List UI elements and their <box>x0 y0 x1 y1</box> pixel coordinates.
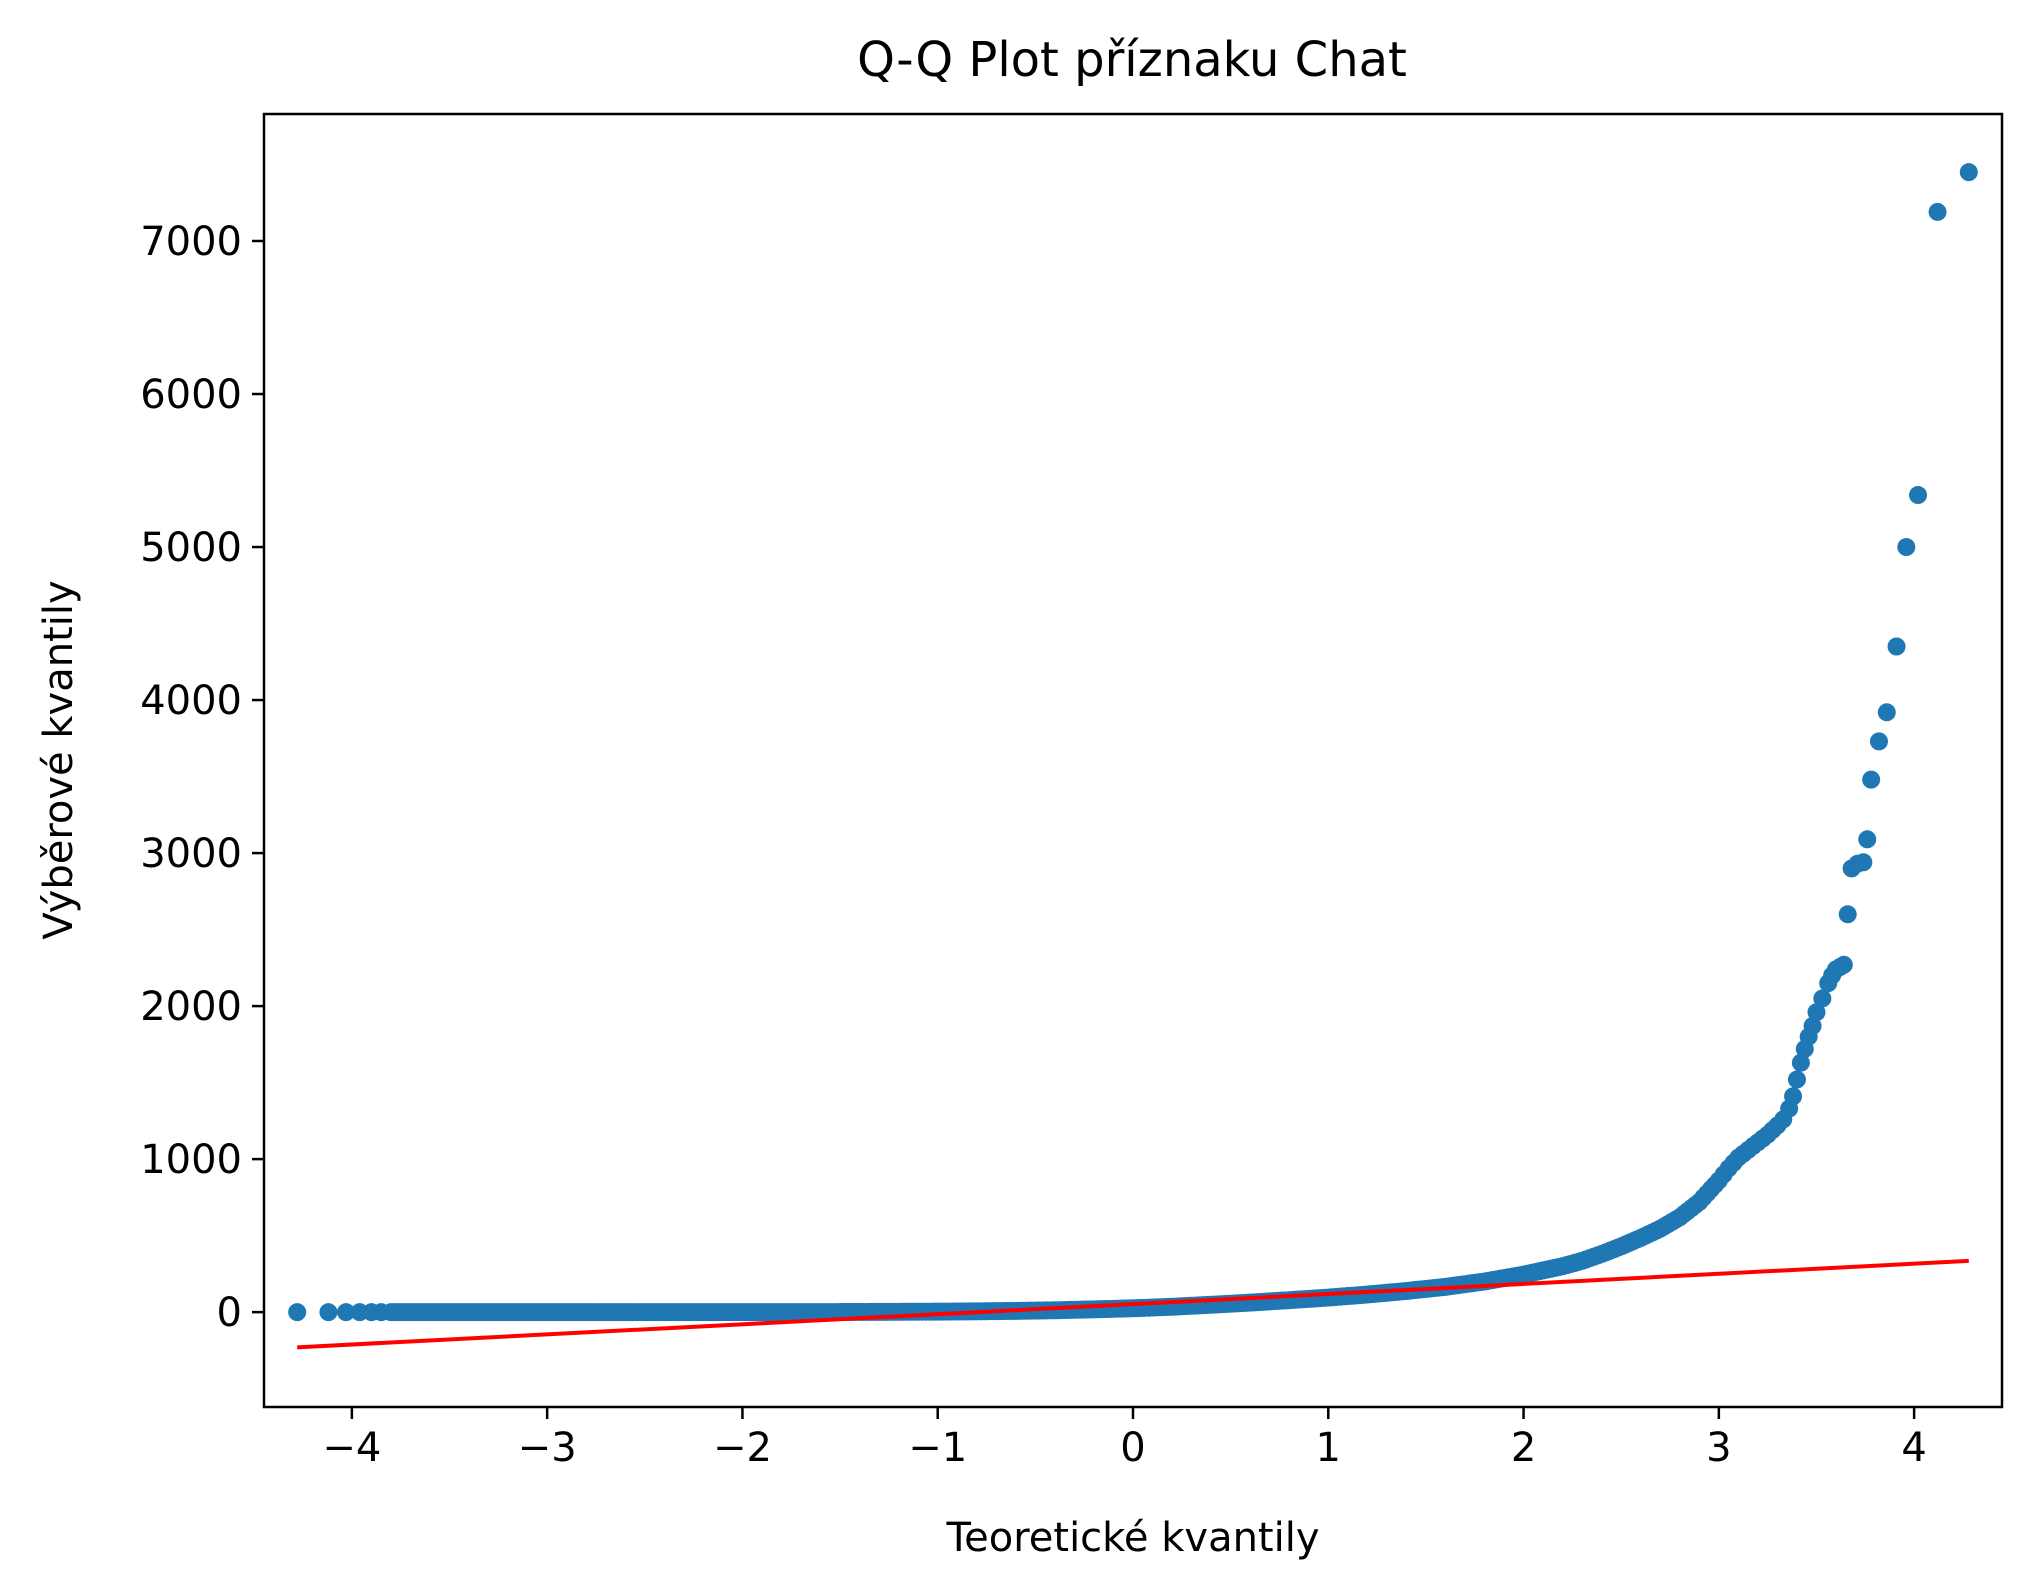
y-tick-label: 7000 <box>140 219 242 265</box>
data-point <box>1909 486 1928 505</box>
y-tick-label: 5000 <box>140 525 242 571</box>
data-point <box>319 1303 338 1322</box>
x-tick-label: 0 <box>1120 1425 1145 1471</box>
data-point <box>1807 1003 1826 1022</box>
data-point <box>1858 830 1877 849</box>
x-axis-ticks: −4 −3 −2 −1 0 1 2 3 4 <box>322 1407 1927 1471</box>
x-tick-label: −4 <box>322 1425 381 1471</box>
data-point <box>1862 770 1881 789</box>
y-axis-label: Výběrové kvantily <box>36 580 82 939</box>
x-tick-label: 1 <box>1316 1425 1341 1471</box>
data-point <box>1813 989 1832 1008</box>
x-tick-label: 3 <box>1706 1425 1731 1471</box>
data-point <box>1803 1016 1822 1035</box>
chart-title: Q-Q Plot příznaku Chat <box>857 32 1407 88</box>
data-point <box>1877 703 1896 722</box>
data-point <box>1887 637 1906 656</box>
data-point <box>1787 1070 1806 1089</box>
data-point <box>1834 955 1853 974</box>
x-tick-label: 2 <box>1511 1425 1536 1471</box>
y-tick-label: 1000 <box>140 1137 242 1183</box>
y-axis-ticks: 0 1000 2000 3000 4000 5000 6000 7000 <box>140 219 264 1336</box>
x-tick-label: −2 <box>713 1425 772 1471</box>
data-point <box>1784 1087 1803 1106</box>
y-tick-label: 0 <box>217 1290 242 1336</box>
y-tick-label: 6000 <box>140 372 242 418</box>
data-point <box>1838 905 1857 924</box>
reference-line-layer <box>297 1258 1969 1350</box>
x-tick-label: −3 <box>518 1425 577 1471</box>
y-tick-label: 4000 <box>140 678 242 724</box>
data-point <box>1897 538 1916 557</box>
data-point <box>1928 202 1947 221</box>
data-point <box>1791 1053 1810 1072</box>
data-point <box>337 1303 356 1322</box>
plot-area-frame <box>262 112 2004 1409</box>
y-tick-label: 3000 <box>140 831 242 877</box>
x-axis-label: Teoretické kvantily <box>945 1515 1319 1561</box>
data-point <box>1869 732 1888 751</box>
data-point <box>1959 163 1978 182</box>
data-point <box>288 1303 307 1322</box>
x-tick-label: −1 <box>908 1425 967 1471</box>
y-tick-label: 2000 <box>140 984 242 1030</box>
x-tick-label: 4 <box>1901 1425 1926 1471</box>
reference-line <box>297 1258 1969 1350</box>
data-point <box>1854 853 1873 872</box>
